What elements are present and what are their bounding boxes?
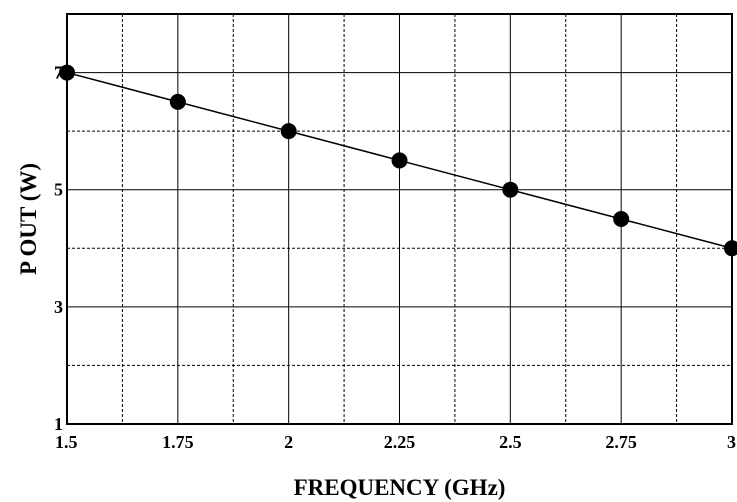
data-point bbox=[391, 152, 408, 169]
y-tick-label: 1 bbox=[54, 414, 63, 434]
x-tick-label: 1.75 bbox=[162, 432, 194, 452]
data-point bbox=[724, 240, 737, 257]
x-tick-label: 2.75 bbox=[605, 432, 637, 452]
x-tick-label: 2.25 bbox=[384, 432, 416, 452]
data-point bbox=[613, 211, 630, 227]
series-layer bbox=[59, 64, 737, 257]
x-axis-label: FREQUENCY (GHz) bbox=[294, 475, 506, 500]
data-point bbox=[280, 123, 297, 140]
data-point bbox=[59, 64, 75, 81]
y-tick-label: 3 bbox=[54, 297, 63, 317]
data-point bbox=[502, 181, 519, 198]
y-tick-label: 7 bbox=[54, 63, 63, 83]
plot-frame bbox=[66, 13, 733, 425]
x-tick-label: 2 bbox=[284, 432, 293, 452]
x-tick-label: 3 bbox=[727, 432, 736, 452]
x-tick-labels: 1.5 1.75 2 2.25 2.5 2.75 3 bbox=[55, 432, 736, 452]
x-tick-label: 2.5 bbox=[499, 432, 522, 452]
y-tick-label: 5 bbox=[54, 180, 63, 200]
data-point bbox=[169, 93, 186, 110]
chart-grid bbox=[67, 14, 732, 424]
y-tick-labels: 1 3 5 7 bbox=[54, 63, 63, 434]
y-axis-label: P OUT (W) bbox=[16, 163, 41, 275]
x-tick-label: 1.5 bbox=[55, 432, 78, 452]
